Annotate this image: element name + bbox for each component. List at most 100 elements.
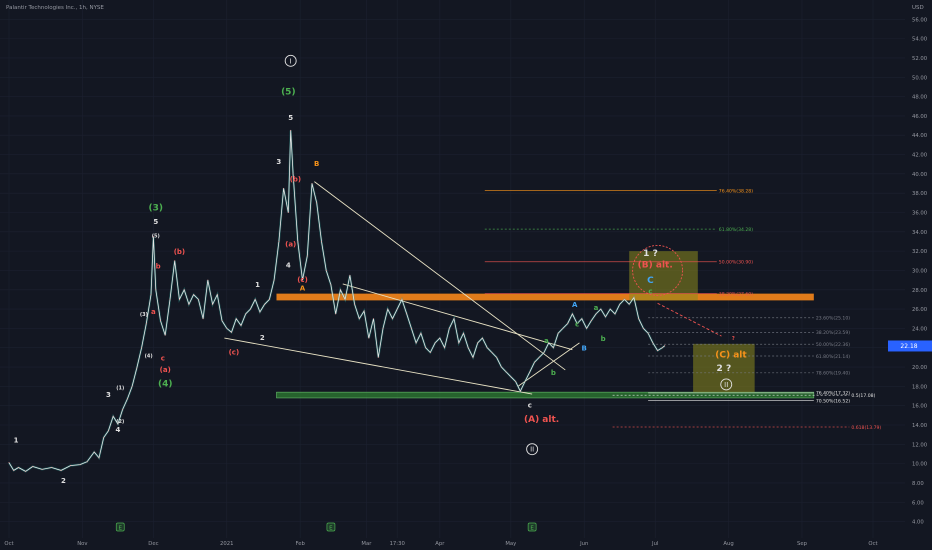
price-point [311, 183, 313, 185]
price-point [344, 298, 346, 300]
wave-label: A [572, 301, 578, 309]
price-point [98, 457, 100, 459]
wave-label: (B) alt. [638, 261, 673, 271]
zone-orange-resistance [276, 293, 814, 301]
zones [276, 244, 815, 399]
price-point [491, 352, 493, 354]
price-point [363, 310, 365, 312]
wave-label: (a) [285, 240, 296, 248]
price-point [448, 327, 450, 329]
wave-label: c [575, 320, 579, 328]
price-point [647, 332, 649, 334]
wave-label: (b) [174, 248, 185, 256]
wave-label: (3) [140, 312, 148, 318]
price-point [60, 469, 62, 471]
y-tick-label: 42.00 [912, 153, 928, 159]
currency-label: USD [912, 5, 924, 11]
price-point [188, 303, 190, 305]
wave-label: c [648, 288, 652, 296]
x-tick-label: Oct [4, 541, 13, 547]
wave-label: 3 [276, 158, 281, 166]
wave-label: 1 [255, 281, 260, 289]
wave-circle [526, 443, 539, 456]
x-tick-label: Sep [797, 541, 808, 547]
y-tick-label: 18.00 [912, 384, 928, 390]
price-point [382, 327, 384, 329]
wave-label: (A) alt. [524, 415, 559, 425]
price-point [391, 318, 393, 320]
y-tick-label: 28.00 [912, 288, 928, 294]
price-point [420, 332, 422, 334]
y-tick-label: 50.00 [912, 75, 928, 81]
price-point [70, 465, 72, 467]
price-point [467, 347, 469, 349]
fib-label: 0.5(17.08) [851, 393, 875, 399]
price-point [571, 313, 573, 315]
price-point [86, 461, 88, 463]
wave-label: 3 [106, 391, 111, 399]
price-point [264, 303, 266, 305]
y-tick-label: 12.00 [912, 442, 928, 448]
price-point [581, 318, 583, 320]
price-point [193, 294, 195, 296]
price-point [107, 430, 109, 432]
price-point [178, 298, 180, 300]
b-alt-circle [632, 244, 684, 296]
x-tick-label: Nov [77, 541, 87, 547]
earnings-icon [527, 522, 537, 532]
price-point [652, 342, 654, 344]
earnings-icon-letter: E [329, 526, 333, 532]
price-point [576, 323, 578, 325]
trendline [657, 302, 722, 337]
x-tick-label: 2021 [220, 541, 233, 547]
price-point [290, 129, 292, 131]
y-tick-label: 6.00 [912, 500, 924, 506]
wave-label: c [161, 354, 165, 362]
price-point [339, 289, 341, 291]
y-tick-label: 14.00 [912, 423, 928, 429]
price-point [377, 356, 379, 358]
price-point [245, 313, 247, 315]
last-price-tag: 22.18 [888, 340, 932, 352]
x-axis[interactable]: Oct Nov Dec 2021 Feb Mar 17:30 Apr May Jun Jul Aug S… [4, 541, 877, 547]
earnings-icon [115, 522, 125, 532]
earnings-icon-letter: E [119, 526, 123, 532]
wave-label: b [156, 263, 161, 271]
fib-label: 38.20%(23.59) [816, 330, 850, 336]
wave-label: (C) alt [715, 350, 747, 360]
price-point [614, 313, 616, 315]
price-point [316, 202, 318, 204]
wave-circle-label: II [724, 381, 728, 389]
price-point [661, 347, 663, 349]
y-tick-label: 56.00 [912, 17, 928, 23]
price-point [664, 345, 666, 347]
price-point [548, 342, 550, 344]
price-point [25, 470, 27, 472]
wave-label: 1 ? [643, 249, 658, 259]
y-tick-label: 16.00 [912, 404, 928, 410]
fib-label: 78.60%(19.40) [816, 371, 850, 377]
x-tick-label: Jun [579, 541, 588, 547]
price-point [373, 318, 375, 320]
wave-label: c [528, 402, 532, 410]
price-point [462, 332, 464, 334]
y-tick-label: 54.00 [912, 37, 928, 43]
trendline [342, 283, 573, 351]
price-point [567, 323, 569, 325]
price-point [619, 303, 621, 305]
price-point [519, 390, 521, 392]
price-point [481, 337, 483, 339]
wave-label: b [601, 335, 606, 343]
price-point [387, 308, 389, 310]
price-point [112, 415, 114, 417]
price-point [439, 337, 441, 339]
price-point [458, 342, 460, 344]
wave-label: b [551, 369, 556, 377]
price-point [169, 298, 171, 300]
wave-label: 1 [14, 436, 19, 444]
price-point [183, 289, 185, 291]
x-tick-label: May [505, 541, 516, 547]
price-point [415, 342, 417, 344]
